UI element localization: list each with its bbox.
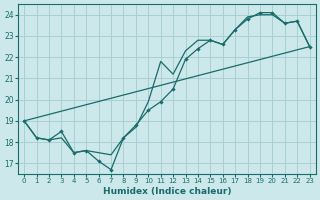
X-axis label: Humidex (Indice chaleur): Humidex (Indice chaleur) <box>103 187 231 196</box>
